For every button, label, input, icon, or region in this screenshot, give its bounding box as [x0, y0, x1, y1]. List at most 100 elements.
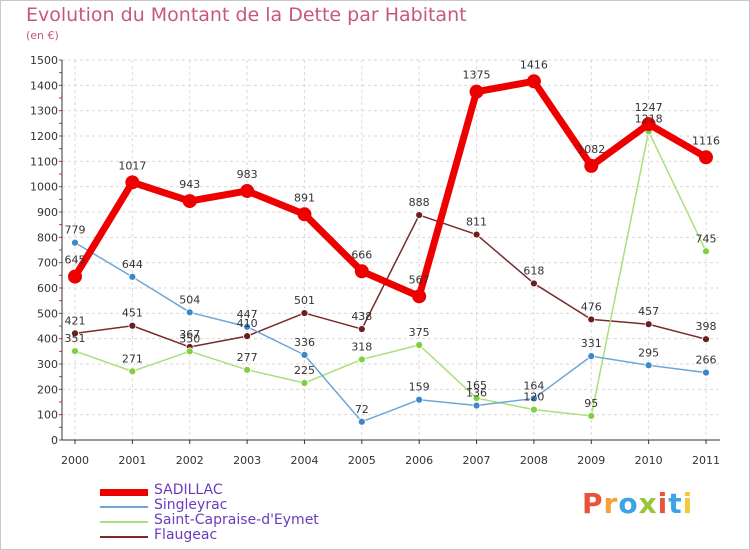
x-tick-label: 2009 — [577, 454, 605, 467]
y-tick-label: 100 — [37, 409, 58, 422]
data-point — [530, 394, 538, 403]
data-label: 476 — [581, 300, 602, 313]
data-point — [587, 315, 596, 324]
data-point — [71, 238, 79, 247]
data-label: 375 — [409, 326, 430, 339]
data-point — [357, 355, 366, 364]
data-point — [300, 350, 309, 359]
x-tick-label: 2004 — [290, 454, 318, 467]
data-label: 504 — [179, 293, 200, 306]
data-label: 666 — [351, 248, 372, 261]
data-point — [644, 361, 653, 370]
data-point — [699, 150, 713, 165]
series-line — [74, 241, 707, 423]
data-point — [297, 207, 312, 222]
data-label: 888 — [409, 196, 430, 209]
data-point — [472, 230, 481, 239]
y-tick-label: 400 — [37, 333, 58, 346]
data-point — [182, 194, 197, 209]
x-tick-label: 2007 — [463, 454, 491, 467]
data-point — [185, 347, 194, 356]
data-point — [71, 347, 79, 355]
data-point — [526, 74, 541, 89]
data-label-layer: 645 1017 943 983 891 666 567 1375 1416 1082 1247 11… — [65, 58, 721, 415]
data-point — [584, 158, 599, 173]
data-label: 645 — [65, 254, 86, 267]
y-tick-label: 500 — [37, 307, 58, 320]
data-label: 336 — [294, 336, 315, 349]
data-label: 1116 — [692, 134, 720, 147]
series-line — [74, 130, 707, 417]
data-point — [702, 368, 710, 377]
data-label: 295 — [638, 346, 659, 359]
data-point — [300, 309, 309, 317]
y-tick-label: 300 — [37, 358, 58, 371]
data-label: 1375 — [463, 69, 491, 82]
series-sadillac — [68, 74, 713, 304]
data-label: 120 — [523, 391, 544, 404]
grid-layer — [62, 59, 720, 441]
legend-swatch — [100, 536, 148, 538]
data-label: 501 — [294, 294, 315, 307]
data-point — [71, 329, 79, 338]
data-point — [415, 341, 424, 349]
data-point — [702, 247, 710, 256]
legend-label: Flaugeac — [154, 527, 218, 543]
data-point — [243, 365, 251, 374]
data-label: 983 — [237, 168, 258, 181]
data-label: 165 — [466, 379, 487, 392]
x-tick-label: 2006 — [405, 454, 433, 467]
data-point — [354, 264, 369, 279]
series-flaugeac — [71, 211, 710, 351]
data-point — [644, 320, 653, 329]
data-point — [185, 308, 194, 317]
y-tick-label: 800 — [37, 231, 58, 244]
series-line — [71, 77, 710, 300]
data-label: 1218 — [635, 112, 663, 125]
data-point — [357, 325, 366, 333]
y-tick-label: 1300 — [30, 105, 58, 118]
data-label: 1017 — [118, 159, 146, 172]
data-label: 72 — [355, 403, 369, 416]
y-tick-label: 600 — [37, 282, 58, 295]
data-label: 271 — [122, 352, 143, 365]
legend-label: Saint-Capraise-d'Eymet — [154, 512, 319, 528]
data-point — [469, 84, 484, 99]
x-tick-label: 2005 — [348, 454, 376, 467]
data-label: 225 — [294, 364, 315, 377]
y-tick-label: 1000 — [30, 181, 58, 194]
data-label: 136 — [466, 387, 487, 400]
x-tick-label: 2002 — [176, 454, 204, 467]
data-point — [472, 401, 481, 410]
data-point — [415, 211, 424, 219]
x-tick-label: 2010 — [635, 454, 663, 467]
data-point — [68, 269, 82, 284]
x-tick-label: 2003 — [233, 454, 261, 467]
data-label: 398 — [696, 320, 717, 333]
legend-swatch — [100, 488, 148, 496]
data-label: 95 — [584, 397, 598, 410]
y-tick-label: 0 — [51, 434, 58, 447]
series-singleyrac — [71, 238, 710, 426]
data-label: 367 — [179, 328, 200, 341]
chart-title: Evolution du Montant de la Dette par Hab… — [26, 4, 467, 26]
data-point — [357, 417, 366, 426]
data-label: 159 — [409, 381, 430, 394]
data-point — [415, 395, 424, 404]
data-label: 318 — [351, 340, 372, 353]
data-label: 891 — [294, 191, 315, 204]
legend-swatch — [100, 521, 148, 523]
legend-swatch — [100, 506, 148, 508]
data-point — [530, 279, 538, 288]
data-label: 745 — [696, 232, 717, 245]
series-line — [74, 214, 707, 348]
data-label: 1082 — [577, 143, 605, 156]
data-label: 779 — [65, 224, 86, 237]
y-tick-label: 200 — [37, 383, 58, 396]
proxiti-logo: Proxiti — [582, 487, 694, 520]
data-label: 351 — [65, 332, 86, 345]
data-label: 811 — [466, 216, 487, 229]
data-point — [128, 367, 137, 376]
data-label: 943 — [179, 178, 200, 191]
